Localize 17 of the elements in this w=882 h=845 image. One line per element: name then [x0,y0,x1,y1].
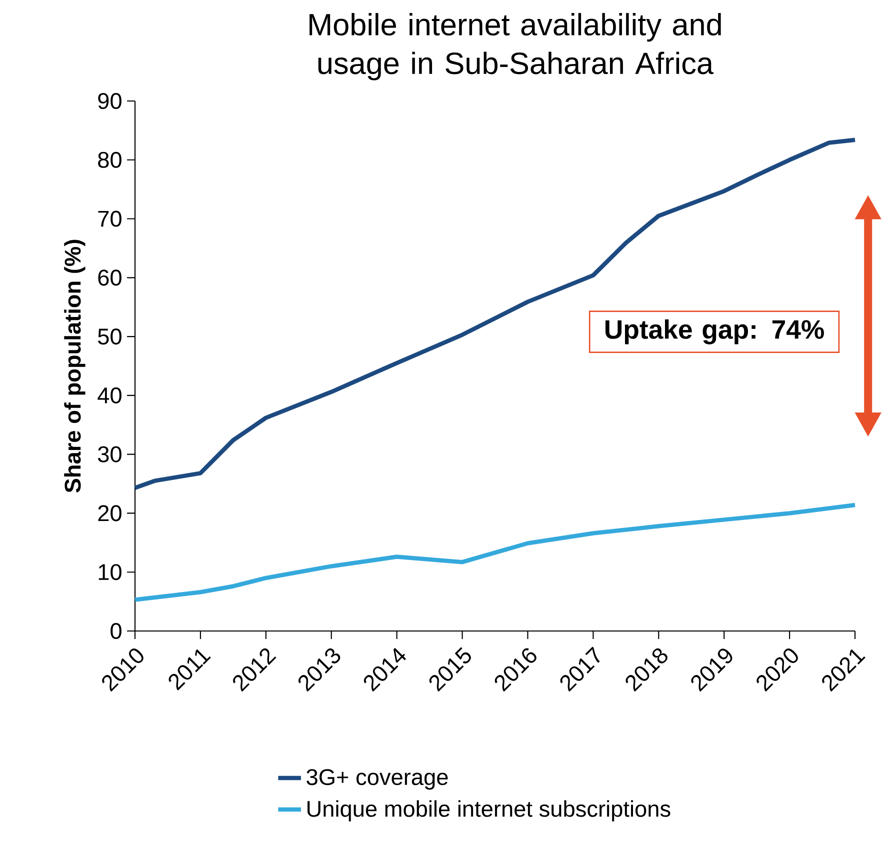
line-series [132,138,858,490]
y-tick-label: 30 [98,446,122,462]
y-axis-title: Share of population (%) [64,240,86,493]
y-tick-label: 90 [98,92,122,110]
chart-title: Mobile internet availability and usage in Sub-Saharan Africa [310,13,721,80]
y-tick-label: 70 [98,210,122,227]
legend-label: 3G+ coverage [306,769,448,790]
annotation: Uptake gap: 74% [605,319,824,344]
y-tick-label: 60 [98,270,122,286]
line-series [132,502,858,602]
y-tick-label: 40 [98,387,122,404]
y-tick-label: 50 [98,328,122,345]
y-tick-label: 10 [98,564,122,580]
y-tick-label: 80 [98,152,122,168]
y-tick-label: 20 [98,505,122,522]
legend-label: Unique mobile internet subscriptions [308,800,670,822]
y-tick-label: 0 [110,622,122,640]
